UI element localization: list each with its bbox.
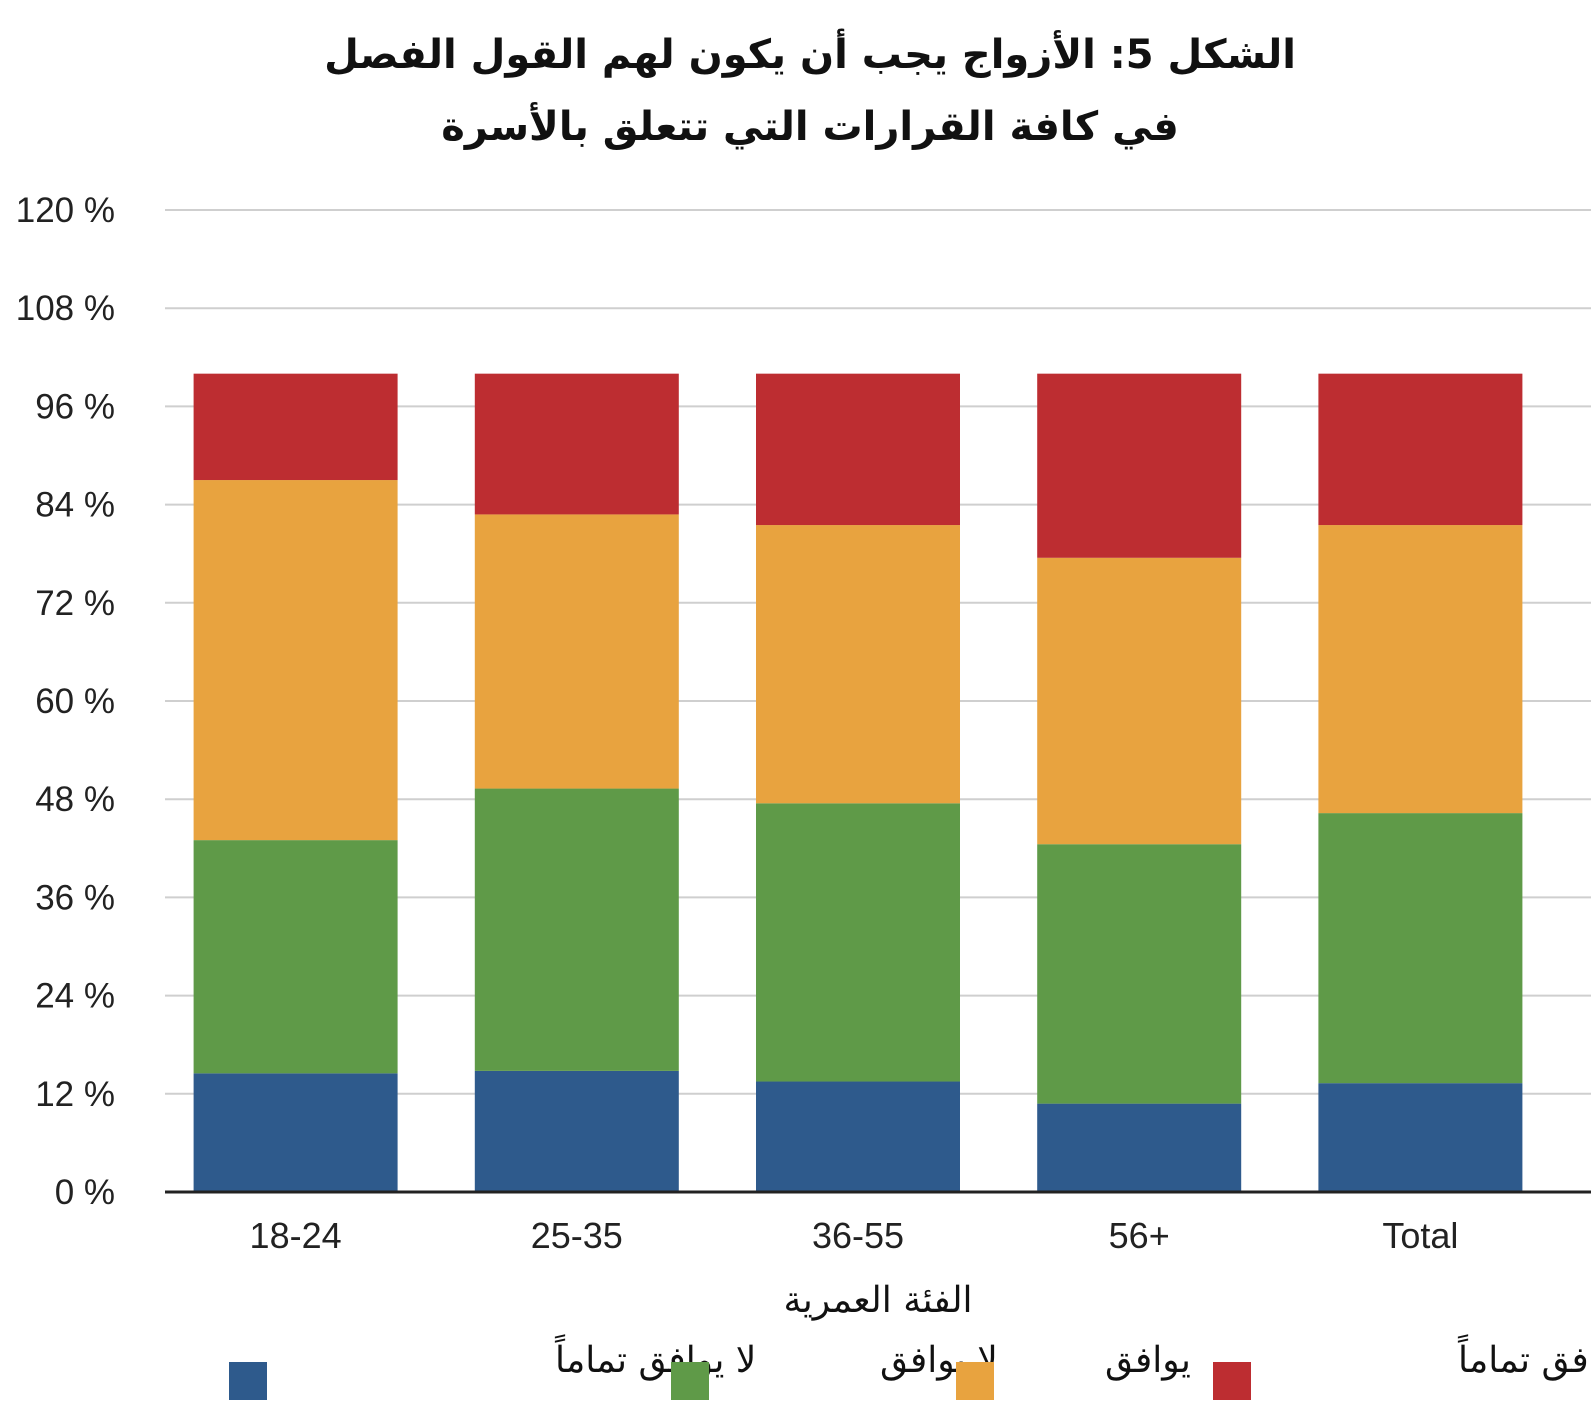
bar-segment xyxy=(474,1070,679,1192)
bar-segment xyxy=(1037,844,1242,1104)
bar-segment xyxy=(1037,557,1242,845)
y-tick-label: 84 % xyxy=(35,486,115,525)
y-axis-ticks: 0 % 12 % 24 % 36 % 48 % 60 % 72 % 84 % 96 % 108 %… xyxy=(16,191,115,1212)
x-tick-label: 36-55 xyxy=(812,1215,904,1256)
x-tick-label: 18-24 xyxy=(250,1215,342,1256)
y-tick-label: 24 % xyxy=(35,977,115,1016)
y-tick-label: 36 % xyxy=(35,878,115,917)
legend-label: يوافق xyxy=(1105,1340,1191,1381)
bar-segment xyxy=(193,1073,398,1192)
bar-segment xyxy=(1318,813,1523,1084)
y-tick-label: 120 % xyxy=(16,191,115,230)
y-tick-label: 108 % xyxy=(16,289,115,328)
bar-segment xyxy=(1318,373,1523,526)
legend-label: يوافق تماماً xyxy=(1457,1334,1591,1381)
bar-segment xyxy=(1318,1083,1523,1192)
legend-swatch xyxy=(1213,1362,1251,1400)
bar-segment xyxy=(474,788,679,1071)
y-tick-label: 60 % xyxy=(35,682,115,721)
y-tick-label: 48 % xyxy=(35,780,115,819)
y-tick-label: 72 % xyxy=(35,584,115,623)
y-tick-label: 0 % xyxy=(55,1173,115,1212)
bar-segment xyxy=(756,1081,960,1192)
y-tick-label: 12 % xyxy=(35,1075,115,1114)
x-axis-label: الفئة العمرية xyxy=(783,1280,972,1321)
legend-swatch xyxy=(956,1362,994,1400)
x-tick-label: Total xyxy=(1382,1215,1458,1256)
bar-segment xyxy=(1037,373,1242,558)
legend-swatch xyxy=(671,1362,709,1400)
bar-segment xyxy=(756,373,960,526)
bar-segment xyxy=(474,373,679,515)
bars xyxy=(193,373,1523,1192)
chart-title-line-1: الشكل 5: الأزواج يجب أن يكون لهم القول ا… xyxy=(324,28,1296,78)
bar-segment xyxy=(474,514,679,789)
x-tick-label: 56+ xyxy=(1109,1215,1170,1256)
bar-segment xyxy=(1037,1103,1242,1192)
legend-swatch xyxy=(229,1362,267,1400)
bar-segment xyxy=(1318,525,1523,814)
x-axis-ticks: 18-24 25-35 36-55 56+ Total xyxy=(250,1215,1459,1256)
y-tick-label: 96 % xyxy=(35,387,115,426)
bar-segment xyxy=(756,803,960,1082)
bar-segment xyxy=(756,525,960,804)
bar-segment xyxy=(193,840,398,1074)
bar-segment xyxy=(193,373,398,481)
legend-label: لا يوافق تماماً xyxy=(554,1334,756,1381)
legend: لا يوافق تماماًلا يوافقيوافقيوافق تماماً xyxy=(229,1334,1591,1400)
x-tick-label: 25-35 xyxy=(531,1215,623,1256)
chart-title-line-2: في كافة القرارات التي تتعلق بالأسرة xyxy=(441,101,1179,150)
bar-segment xyxy=(193,480,398,841)
